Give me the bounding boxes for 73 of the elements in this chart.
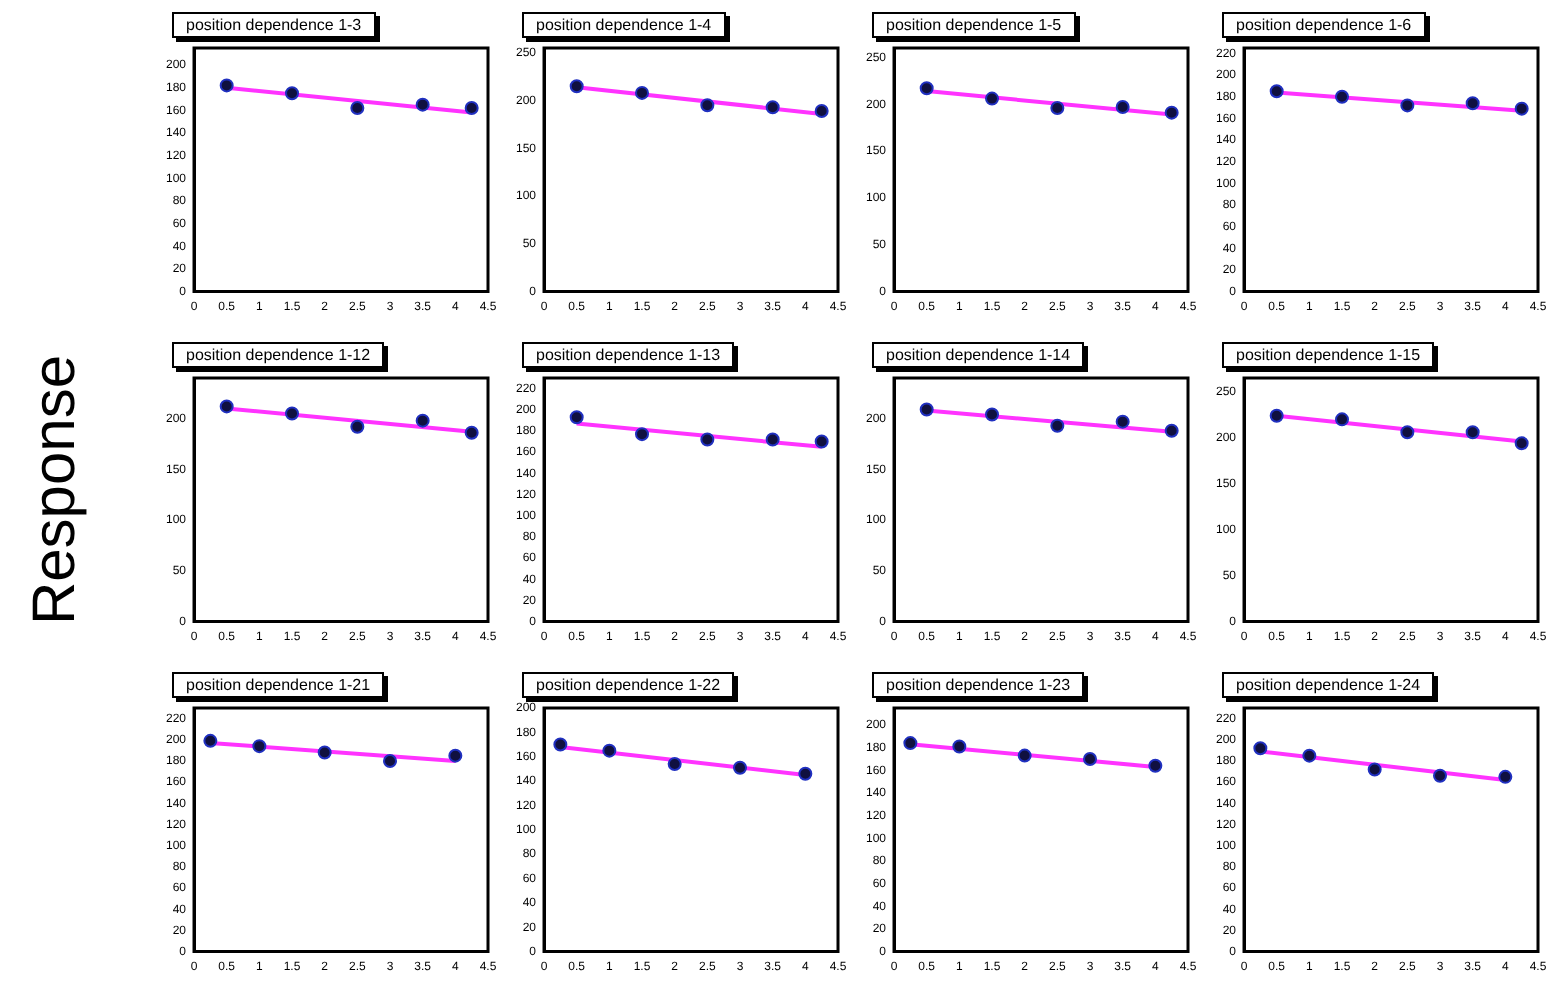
- y-axis-title: Response: [22, 354, 90, 626]
- point: [1302, 748, 1317, 763]
- chart-title: position dependence 1-23: [872, 672, 1085, 698]
- point: [1465, 425, 1480, 440]
- point: [219, 399, 234, 414]
- point: [798, 766, 813, 781]
- point: [203, 733, 218, 748]
- point: [635, 85, 650, 100]
- point: [1335, 89, 1350, 104]
- point: [569, 79, 584, 94]
- point: [553, 737, 568, 752]
- point: [1514, 436, 1529, 451]
- point: [952, 739, 967, 754]
- point: [765, 100, 780, 115]
- point: [919, 81, 934, 96]
- point: [415, 413, 430, 428]
- point: [1465, 96, 1480, 111]
- point: [1335, 412, 1350, 427]
- point: [415, 97, 430, 112]
- point: [1050, 100, 1065, 115]
- point: [1164, 423, 1179, 438]
- point: [700, 98, 715, 113]
- point: [448, 748, 463, 763]
- point: [814, 434, 829, 449]
- point: [219, 78, 234, 93]
- point: [1269, 84, 1284, 99]
- point: [919, 402, 934, 417]
- point: [464, 425, 479, 440]
- chart-title: position dependence 1-22: [522, 672, 735, 698]
- point: [317, 745, 332, 760]
- point: [1050, 418, 1065, 433]
- point: [1400, 425, 1415, 440]
- point: [700, 432, 715, 447]
- chart-title: position dependence 1-5: [872, 12, 1076, 38]
- point: [1433, 768, 1448, 783]
- point: [464, 101, 479, 116]
- point: [1017, 748, 1032, 763]
- point: [1498, 769, 1513, 784]
- point: [569, 410, 584, 425]
- point: [285, 406, 300, 421]
- chart-title: position dependence 1-3: [172, 12, 376, 38]
- point: [733, 760, 748, 775]
- chart-title: position dependence 1-13: [522, 342, 735, 368]
- chart-title: position dependence 1-14: [872, 342, 1085, 368]
- chart-title: position dependence 1-12: [172, 342, 385, 368]
- point: [765, 432, 780, 447]
- point: [383, 753, 398, 768]
- point: [814, 104, 829, 119]
- point: [285, 86, 300, 101]
- point: [985, 91, 1000, 106]
- point: [667, 757, 682, 772]
- point: [1164, 105, 1179, 120]
- point: [635, 427, 650, 442]
- chart-title: position dependence 1-15: [1222, 342, 1435, 368]
- chart-title: position dependence 1-21: [172, 672, 385, 698]
- point: [350, 101, 365, 116]
- point: [1083, 751, 1098, 766]
- point: [1269, 408, 1284, 423]
- point: [1148, 758, 1163, 773]
- point: [1514, 101, 1529, 116]
- point: [1400, 98, 1415, 113]
- chart-title: position dependence 1-6: [1222, 12, 1426, 38]
- chart-title: position dependence 1-4: [522, 12, 726, 38]
- point: [903, 736, 918, 751]
- point: [1115, 414, 1130, 429]
- chart-title: position dependence 1-24: [1222, 672, 1435, 698]
- point: [602, 743, 617, 758]
- point: [985, 407, 1000, 422]
- point: [1367, 762, 1382, 777]
- point: [1115, 100, 1130, 115]
- point: [350, 419, 365, 434]
- point: [1253, 741, 1268, 756]
- point: [252, 739, 267, 754]
